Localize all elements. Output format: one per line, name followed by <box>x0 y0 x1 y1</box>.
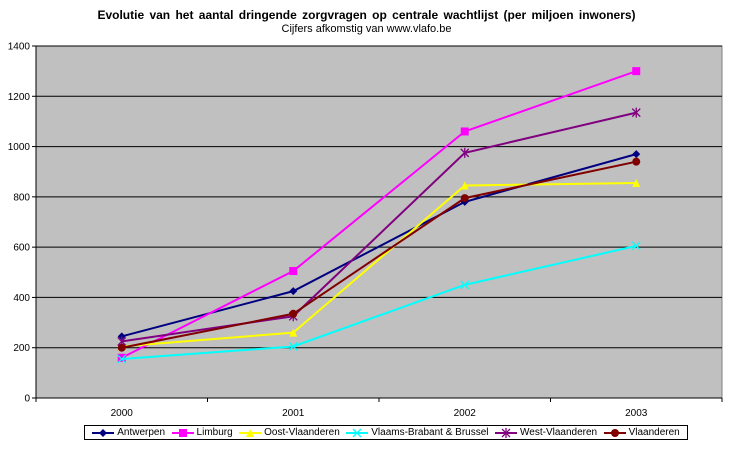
series-limburg <box>117 67 641 362</box>
point-limburg-2000-marker <box>117 353 126 362</box>
point-oost-vlaanderen-2001-marker <box>289 328 298 337</box>
series-line-west-vlaanderen <box>121 111 637 343</box>
legend-label: West-Vlaanderen <box>520 427 598 438</box>
point-antwerpen-2001-marker <box>289 287 298 296</box>
legend-label: Oost-Vlaanderen <box>264 427 340 438</box>
y-tick-label: 1200 <box>8 92 31 103</box>
x-tick-label: 2000 <box>111 408 134 419</box>
y-tick-label: 1400 <box>8 42 31 53</box>
series-line-oost-vlaanderen <box>121 182 637 348</box>
y-tick-label: 600 <box>13 243 30 254</box>
x-tick-labels: 2000 2001 2002 2003 <box>111 408 648 419</box>
point-antwerpen-2003-marker <box>632 150 641 159</box>
x-tick-label: 2001 <box>282 408 305 419</box>
legend-label: Antwerpen <box>117 427 166 438</box>
point-west-vlaanderen-2002-marker <box>460 147 470 158</box>
y-tick-label: 200 <box>13 343 30 354</box>
point-vlaams-brabant-brussel-2003-marker <box>631 241 641 251</box>
point-oost-vlaanderen-2003-marker <box>632 179 641 188</box>
x-tick-label: 2003 <box>625 408 648 419</box>
series-line-limburg <box>121 70 637 359</box>
y-tick-labels: 0 200 400 600 800 1000 1200 1400 <box>8 42 31 405</box>
point-vlaams-brabant-brussel-2002-marker <box>460 280 470 290</box>
legend: Antwerpen Limburg Oost-Vlaanderen Vlaams-Br… <box>84 425 688 440</box>
legend-swatch <box>92 428 115 437</box>
point-limburg-2001-marker <box>289 267 298 276</box>
legend-item: Antwerpen <box>92 427 165 438</box>
legend-swatch <box>346 428 369 437</box>
plot-area <box>35 45 723 399</box>
axes <box>32 45 723 402</box>
point-vlaanderen-2003-marker <box>632 157 641 166</box>
legend-swatch <box>171 428 194 437</box>
legend-marker <box>501 427 511 438</box>
legend-swatch <box>239 428 262 437</box>
legend-marker <box>99 428 108 437</box>
point-vlaams-brabant-brussel-2000-marker <box>117 354 127 364</box>
legend-item: Oost-Vlaanderen <box>239 427 340 438</box>
series-lines <box>117 67 641 364</box>
legend-swatch <box>603 428 626 437</box>
chart-title: Evolutie van het aantal dringende zorgvr… <box>97 8 636 22</box>
point-antwerpen-2000-marker <box>117 332 126 341</box>
x-tick-label: 2002 <box>454 408 477 419</box>
point-west-vlaanderen-2003-marker <box>631 107 641 118</box>
series-vlaanderen <box>117 157 641 352</box>
point-vlaanderen-2000-marker <box>117 343 126 352</box>
legend-item: West-Vlaanderen <box>495 427 597 438</box>
legend-marker <box>352 428 362 437</box>
legend-marker <box>246 428 255 437</box>
legend-item: Vlaanderen <box>603 427 680 438</box>
legend-marker <box>178 428 187 437</box>
series-vlaams-brabant-brussel <box>117 241 641 364</box>
chart-subtitle: Cijfers afkomstig van www.vlafo.be <box>281 23 452 35</box>
legend-label: Vlaanderen <box>628 427 680 438</box>
y-tick-label: 400 <box>13 293 30 304</box>
y-tick-label: 1000 <box>8 142 31 153</box>
legend-label: Limburg <box>196 427 233 438</box>
legend-item: Vlaams-Brabant & Brussel <box>346 427 489 438</box>
point-limburg-2002-marker <box>460 127 469 136</box>
point-vlaanderen-2002-marker <box>460 194 469 203</box>
legend-marker <box>610 428 619 437</box>
point-vlaanderen-2001-marker <box>289 309 298 318</box>
point-vlaams-brabant-brussel-2001-marker <box>288 341 298 351</box>
legend-label: Vlaams-Brabant & Brussel <box>371 427 489 438</box>
series-line-vlaams-brabant-brussel <box>121 244 637 361</box>
y-tick-label: 0 <box>24 394 30 405</box>
point-oost-vlaanderen-2002-marker <box>460 181 469 190</box>
point-limburg-2003-marker <box>632 67 641 76</box>
legend-item: Limburg <box>171 427 233 438</box>
series-line-vlaanderen <box>121 160 637 349</box>
y-tick-label: 800 <box>13 192 30 203</box>
legend-swatch <box>495 427 518 438</box>
